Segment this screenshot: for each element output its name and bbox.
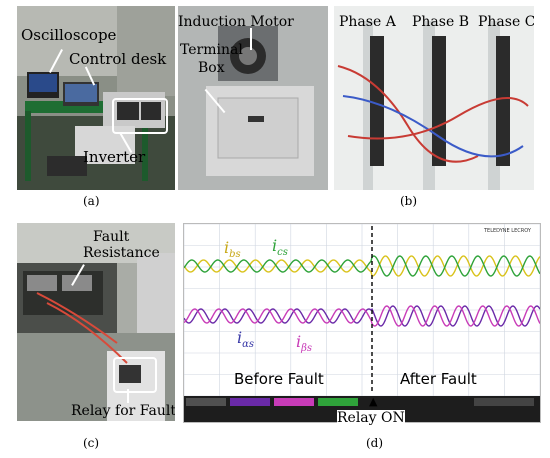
relay-pointer bbox=[127, 389, 129, 403]
trace-i-alpha-s bbox=[184, 305, 540, 327]
panel-b-photo: Induction Motor Terminal Box Phase A Pha… bbox=[178, 6, 534, 190]
trace-i-cs bbox=[184, 255, 540, 277]
trace-i-bs bbox=[184, 255, 540, 277]
status-block-4 bbox=[318, 398, 358, 406]
relay-on-label: Relay ON bbox=[337, 410, 405, 426]
fault-label: Fault bbox=[93, 229, 130, 245]
before-fault-label: Before Fault bbox=[234, 370, 324, 388]
scope-grid bbox=[184, 224, 540, 396]
motor-and-terminal-photo bbox=[178, 6, 534, 190]
box-label: Box bbox=[198, 60, 225, 76]
panel-c-caption: (c) bbox=[83, 436, 100, 450]
panel-d-scope: TELEDYNE LECROY ibs ics iαs iβs Before F… bbox=[183, 223, 541, 423]
i-bs-label: ibs bbox=[224, 238, 241, 261]
scope-traces bbox=[184, 255, 540, 327]
panel-b-caption: (b) bbox=[400, 194, 418, 208]
i-cs-label: ics bbox=[272, 236, 288, 259]
panel-a-photo: Oscilloscope Control desk Inverter bbox=[17, 6, 175, 190]
after-fault-label: After Fault bbox=[400, 370, 477, 388]
relay-for-fault-label: Relay for Fault bbox=[71, 403, 175, 419]
induction-motor-pointer bbox=[250, 28, 252, 50]
oscilloscope-label: Oscilloscope bbox=[21, 26, 117, 44]
resistance-label: Resistance bbox=[83, 245, 160, 261]
panel-d-caption: (d) bbox=[366, 436, 384, 450]
panel-c-photo: Fault Resistance Relay for Fault bbox=[17, 223, 175, 421]
i-as-label: iαs bbox=[237, 328, 255, 351]
phase-c-label: Phase C bbox=[478, 14, 534, 30]
terminal-label: Terminal bbox=[180, 42, 243, 58]
relay-highlight-box bbox=[113, 357, 157, 393]
inverter-label: Inverter bbox=[83, 148, 146, 166]
trace-i-beta-s bbox=[184, 305, 540, 327]
inverter-highlight-box bbox=[112, 98, 168, 134]
phase-b-label: Phase B bbox=[412, 14, 469, 30]
status-block-1 bbox=[186, 398, 226, 406]
status-block-2 bbox=[230, 398, 270, 406]
i-beta-s-label: iβs bbox=[296, 332, 313, 355]
scope-plot bbox=[184, 224, 540, 396]
fault-setup-photo bbox=[17, 223, 175, 421]
induction-motor-label: Induction Motor bbox=[178, 14, 294, 30]
teledyne-brand: TELEDYNE LECROY bbox=[484, 228, 531, 234]
phase-a-label: Phase A bbox=[339, 14, 396, 30]
control-desk-label: Control desk bbox=[69, 50, 167, 68]
status-block-3 bbox=[274, 398, 314, 406]
relay-on-arrow: ▲ bbox=[369, 395, 378, 408]
lab-setup-photo bbox=[17, 6, 175, 190]
panel-a-caption: (a) bbox=[83, 194, 100, 208]
status-block-5 bbox=[474, 398, 534, 406]
